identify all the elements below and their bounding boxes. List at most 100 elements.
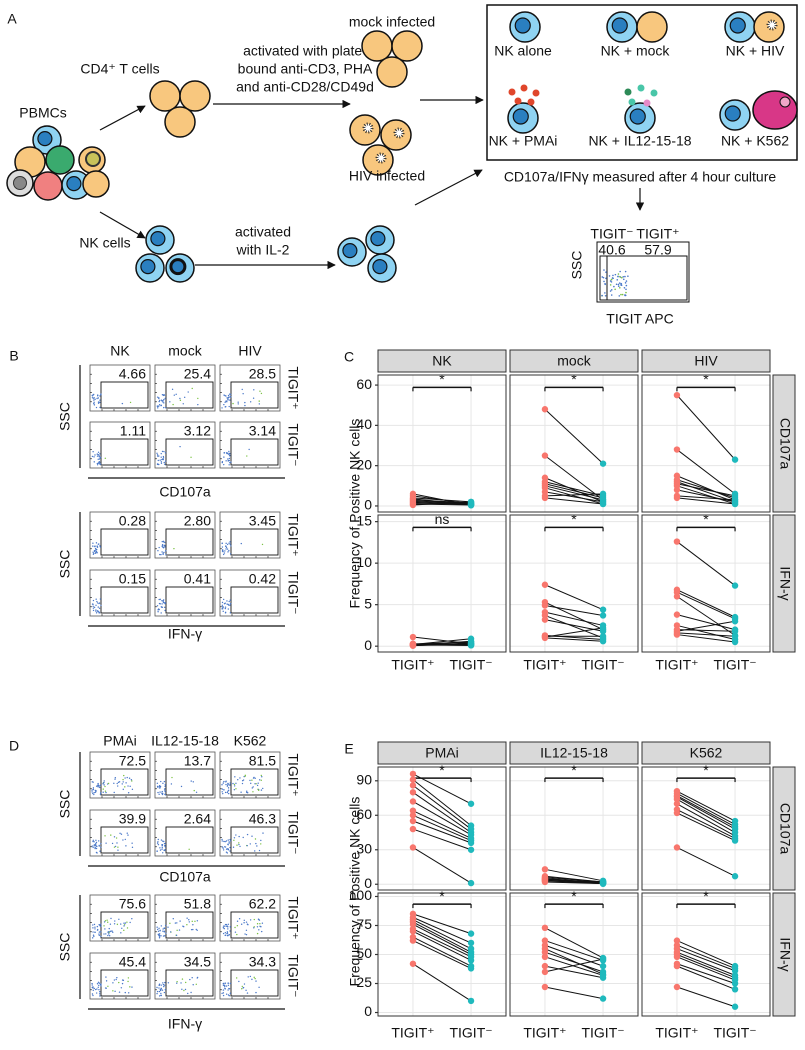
- event-dot: [94, 547, 97, 550]
- event-dot: [158, 987, 160, 989]
- event-dot: [97, 786, 99, 788]
- pair-line: [544, 627, 604, 638]
- event-dot: [179, 399, 182, 402]
- event-dot: [97, 462, 100, 464]
- event-dot: [92, 792, 94, 795]
- event-dot: [227, 989, 229, 991]
- event-dot: [161, 848, 163, 850]
- event-dot: [162, 982, 164, 984]
- facet-border: [377, 892, 507, 1017]
- event-dot: [224, 791, 227, 794]
- event-dot: [229, 926, 232, 928]
- event-dot: [237, 403, 239, 405]
- event-dot: [97, 458, 99, 461]
- dot: [673, 593, 681, 600]
- event-dot: [158, 546, 160, 549]
- y-tick-label: 0: [364, 1003, 372, 1019]
- event-dot: [191, 920, 193, 923]
- pair-line: [544, 958, 604, 973]
- event-dot: [182, 403, 184, 405]
- nucleus: [370, 231, 386, 247]
- hiv-label: HIV infected: [349, 168, 425, 184]
- y-tick-label: 20: [356, 456, 372, 472]
- event-dot: [160, 984, 162, 986]
- event-dot: [95, 612, 98, 614]
- event-dot: [235, 788, 237, 790]
- event-dot: [159, 849, 162, 851]
- y-axis-label: SSC: [57, 550, 73, 579]
- event-dot: [99, 453, 101, 455]
- pair-line: [412, 828, 472, 851]
- pmai-dot: [520, 84, 528, 92]
- event-dot: [131, 918, 133, 920]
- event-dot: [127, 792, 130, 794]
- event-dot: [227, 982, 229, 984]
- event-dot: [241, 780, 244, 782]
- event-dot: [116, 976, 118, 979]
- event-dot: [158, 400, 160, 403]
- pair-line: [676, 481, 736, 503]
- event-dot: [181, 978, 184, 980]
- event-dot: [604, 292, 606, 294]
- event-dot: [227, 398, 229, 400]
- event-dot: [163, 849, 166, 852]
- pair-line: [412, 643, 472, 646]
- event-dot: [229, 602, 232, 605]
- pair-line: [676, 803, 736, 837]
- event-dot: [123, 925, 125, 927]
- event-dot: [95, 847, 98, 850]
- panel-label: A: [7, 11, 17, 27]
- event-dot: [258, 929, 260, 931]
- event-dot: [159, 791, 161, 793]
- event-dot: [235, 782, 237, 785]
- event-dot: [164, 988, 167, 991]
- event-dot: [97, 397, 100, 399]
- event-dot: [99, 399, 101, 401]
- significance-label: *: [571, 762, 577, 778]
- pair-line: [412, 913, 472, 935]
- event-dot: [225, 780, 227, 782]
- event-dot: [92, 787, 95, 789]
- facet-label: IL12-15-18: [540, 745, 608, 761]
- flow-plot: [154, 809, 216, 857]
- event-dot: [98, 931, 101, 933]
- dot: [409, 921, 417, 928]
- event-dot: [223, 789, 225, 791]
- event-dot: [160, 994, 162, 997]
- dot: [467, 939, 475, 947]
- panel-label: B: [9, 348, 18, 364]
- event-dot: [186, 923, 188, 926]
- event-dot: [617, 275, 619, 278]
- event-dot: [162, 983, 165, 986]
- event-dot: [124, 786, 126, 788]
- pair-line: [676, 986, 736, 1008]
- dot: [731, 980, 739, 987]
- x-tick-label: TIGIT⁺: [655, 657, 698, 673]
- event-dot: [107, 931, 110, 933]
- event-dot: [262, 787, 264, 790]
- pair-line: [412, 801, 472, 836]
- event-dot: [112, 931, 114, 933]
- dot: [409, 937, 417, 944]
- gate: [230, 586, 279, 614]
- event-dot: [98, 543, 100, 545]
- event-dot: [92, 846, 94, 849]
- event-dot: [111, 842, 114, 845]
- event-dot: [245, 933, 248, 936]
- gate-value: 4.66: [119, 366, 146, 382]
- event-dot: [120, 987, 123, 989]
- x-tick-label: TIGIT⁺: [391, 1025, 434, 1041]
- event-dot: [98, 602, 100, 605]
- event-dot: [97, 782, 99, 785]
- event-dot: [159, 847, 161, 849]
- pair-line: [412, 921, 472, 953]
- pair-line: [676, 589, 736, 618]
- event-dot: [624, 294, 626, 297]
- event-dot: [619, 270, 621, 273]
- event-dot: [258, 849, 261, 852]
- event-dot: [164, 844, 166, 847]
- event-dot: [162, 599, 165, 601]
- event-dot: [126, 921, 128, 923]
- event-dot: [228, 550, 230, 552]
- event-dot: [249, 975, 252, 978]
